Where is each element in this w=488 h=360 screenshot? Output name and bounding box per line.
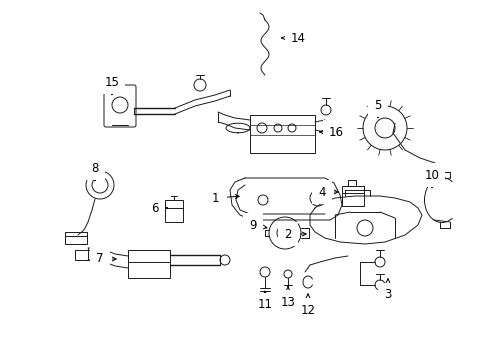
Text: 5: 5: [373, 99, 381, 117]
Text: 4: 4: [318, 185, 337, 198]
Bar: [65, 232, 87, 244]
Text: 15: 15: [104, 76, 119, 94]
Text: 7: 7: [96, 252, 116, 266]
Text: 3: 3: [384, 279, 391, 302]
Circle shape: [260, 267, 269, 277]
Text: 14: 14: [281, 32, 305, 45]
Circle shape: [273, 124, 282, 132]
Circle shape: [194, 79, 205, 91]
Text: 13: 13: [280, 287, 295, 309]
Bar: [341, 186, 363, 206]
Text: 6: 6: [151, 202, 167, 215]
Circle shape: [374, 257, 384, 267]
Circle shape: [86, 171, 114, 199]
Bar: [75, 250, 91, 260]
Circle shape: [92, 177, 108, 193]
Text: 8: 8: [91, 162, 99, 180]
Text: 16: 16: [319, 126, 343, 139]
Bar: [128, 250, 170, 278]
Text: 9: 9: [249, 219, 266, 231]
Text: 11: 11: [257, 291, 272, 311]
Circle shape: [374, 118, 394, 138]
Bar: [249, 115, 314, 153]
Circle shape: [258, 195, 267, 205]
Circle shape: [287, 124, 295, 132]
Circle shape: [284, 270, 291, 278]
Bar: [164, 200, 183, 222]
Circle shape: [374, 280, 384, 290]
Circle shape: [257, 123, 266, 133]
Circle shape: [362, 106, 406, 150]
Text: 1: 1: [211, 192, 239, 204]
Circle shape: [220, 255, 229, 265]
Circle shape: [268, 217, 301, 249]
Circle shape: [112, 97, 128, 113]
Text: 10: 10: [424, 168, 439, 188]
Circle shape: [356, 220, 372, 236]
Circle shape: [276, 225, 292, 241]
Text: 12: 12: [300, 294, 315, 316]
Circle shape: [309, 190, 325, 206]
Circle shape: [320, 105, 330, 115]
Text: 2: 2: [284, 228, 305, 240]
